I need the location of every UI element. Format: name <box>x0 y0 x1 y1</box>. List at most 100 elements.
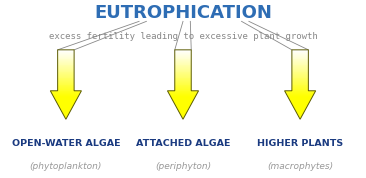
Bar <box>283 65 317 66</box>
Bar <box>165 116 201 117</box>
Bar <box>283 108 317 109</box>
Bar <box>48 115 83 116</box>
Bar <box>48 68 83 69</box>
Bar <box>48 74 83 75</box>
Bar <box>165 51 201 52</box>
Bar <box>283 50 317 51</box>
Bar <box>165 78 201 79</box>
Bar <box>165 117 201 118</box>
Bar <box>48 67 83 68</box>
Bar <box>283 74 317 75</box>
Bar <box>48 54 83 55</box>
Bar <box>48 100 83 101</box>
Bar <box>165 62 201 63</box>
Bar <box>48 51 83 52</box>
Bar <box>283 114 317 115</box>
Bar <box>283 59 317 60</box>
Bar <box>48 118 83 119</box>
Bar <box>165 56 201 57</box>
Bar <box>283 56 317 57</box>
Bar <box>48 102 83 103</box>
Bar <box>48 62 83 63</box>
Bar <box>48 50 83 51</box>
Bar <box>283 81 317 82</box>
Bar <box>48 82 83 83</box>
Bar <box>165 98 201 99</box>
Bar <box>283 79 317 80</box>
Bar <box>48 116 83 117</box>
Bar <box>48 111 83 112</box>
Bar <box>283 63 317 64</box>
Bar <box>48 70 83 71</box>
Bar <box>48 77 83 78</box>
Bar <box>165 74 201 75</box>
Bar <box>283 73 317 74</box>
Bar <box>165 64 201 65</box>
Bar <box>283 89 317 90</box>
Bar <box>165 57 201 58</box>
Bar <box>48 59 83 60</box>
Bar <box>283 91 317 92</box>
Bar <box>165 111 201 112</box>
Bar <box>283 86 317 87</box>
Bar <box>48 76 83 77</box>
Bar <box>165 53 201 54</box>
Bar <box>48 99 83 100</box>
Bar <box>48 79 83 80</box>
Bar <box>283 107 317 108</box>
Bar <box>283 93 317 94</box>
Bar <box>283 60 317 61</box>
Bar <box>283 78 317 79</box>
Bar <box>283 88 317 89</box>
Bar <box>165 77 201 78</box>
Bar <box>48 92 83 93</box>
Bar <box>165 95 201 96</box>
Bar <box>165 113 201 114</box>
Bar <box>283 51 317 52</box>
Bar <box>165 93 201 94</box>
Bar <box>283 75 317 76</box>
Bar <box>165 59 201 60</box>
Bar <box>283 84 317 85</box>
Bar <box>283 64 317 65</box>
Bar <box>48 81 83 82</box>
Bar <box>165 104 201 105</box>
Bar <box>165 85 201 86</box>
Bar <box>165 54 201 55</box>
Bar <box>283 87 317 88</box>
Bar <box>165 69 201 70</box>
Bar <box>48 72 83 73</box>
Bar <box>48 75 83 76</box>
Bar <box>48 80 83 81</box>
Bar <box>48 71 83 72</box>
Bar <box>283 53 317 54</box>
Bar <box>48 64 83 65</box>
Bar <box>48 94 83 95</box>
Text: excess fertility leading to excessive plant growth: excess fertility leading to excessive pl… <box>49 32 317 41</box>
Bar <box>283 57 317 58</box>
Bar <box>283 109 317 110</box>
Bar <box>48 88 83 89</box>
Bar <box>165 109 201 110</box>
Bar <box>283 70 317 71</box>
Bar <box>48 96 83 97</box>
Bar <box>165 100 201 101</box>
Bar <box>165 73 201 74</box>
Bar <box>165 71 201 72</box>
Bar <box>165 90 201 91</box>
Bar <box>48 112 83 113</box>
Bar <box>48 84 83 85</box>
Bar <box>48 69 83 70</box>
Bar <box>283 111 317 112</box>
Bar <box>48 101 83 102</box>
Bar <box>48 58 83 59</box>
Bar <box>165 110 201 111</box>
Bar <box>283 61 317 62</box>
Bar <box>48 56 83 57</box>
Bar <box>48 104 83 105</box>
Text: EUTROPHICATION: EUTROPHICATION <box>94 4 272 22</box>
Text: OPEN-WATER ALGAE: OPEN-WATER ALGAE <box>12 139 120 148</box>
Bar <box>165 112 201 113</box>
Bar <box>283 54 317 55</box>
Bar <box>283 112 317 113</box>
